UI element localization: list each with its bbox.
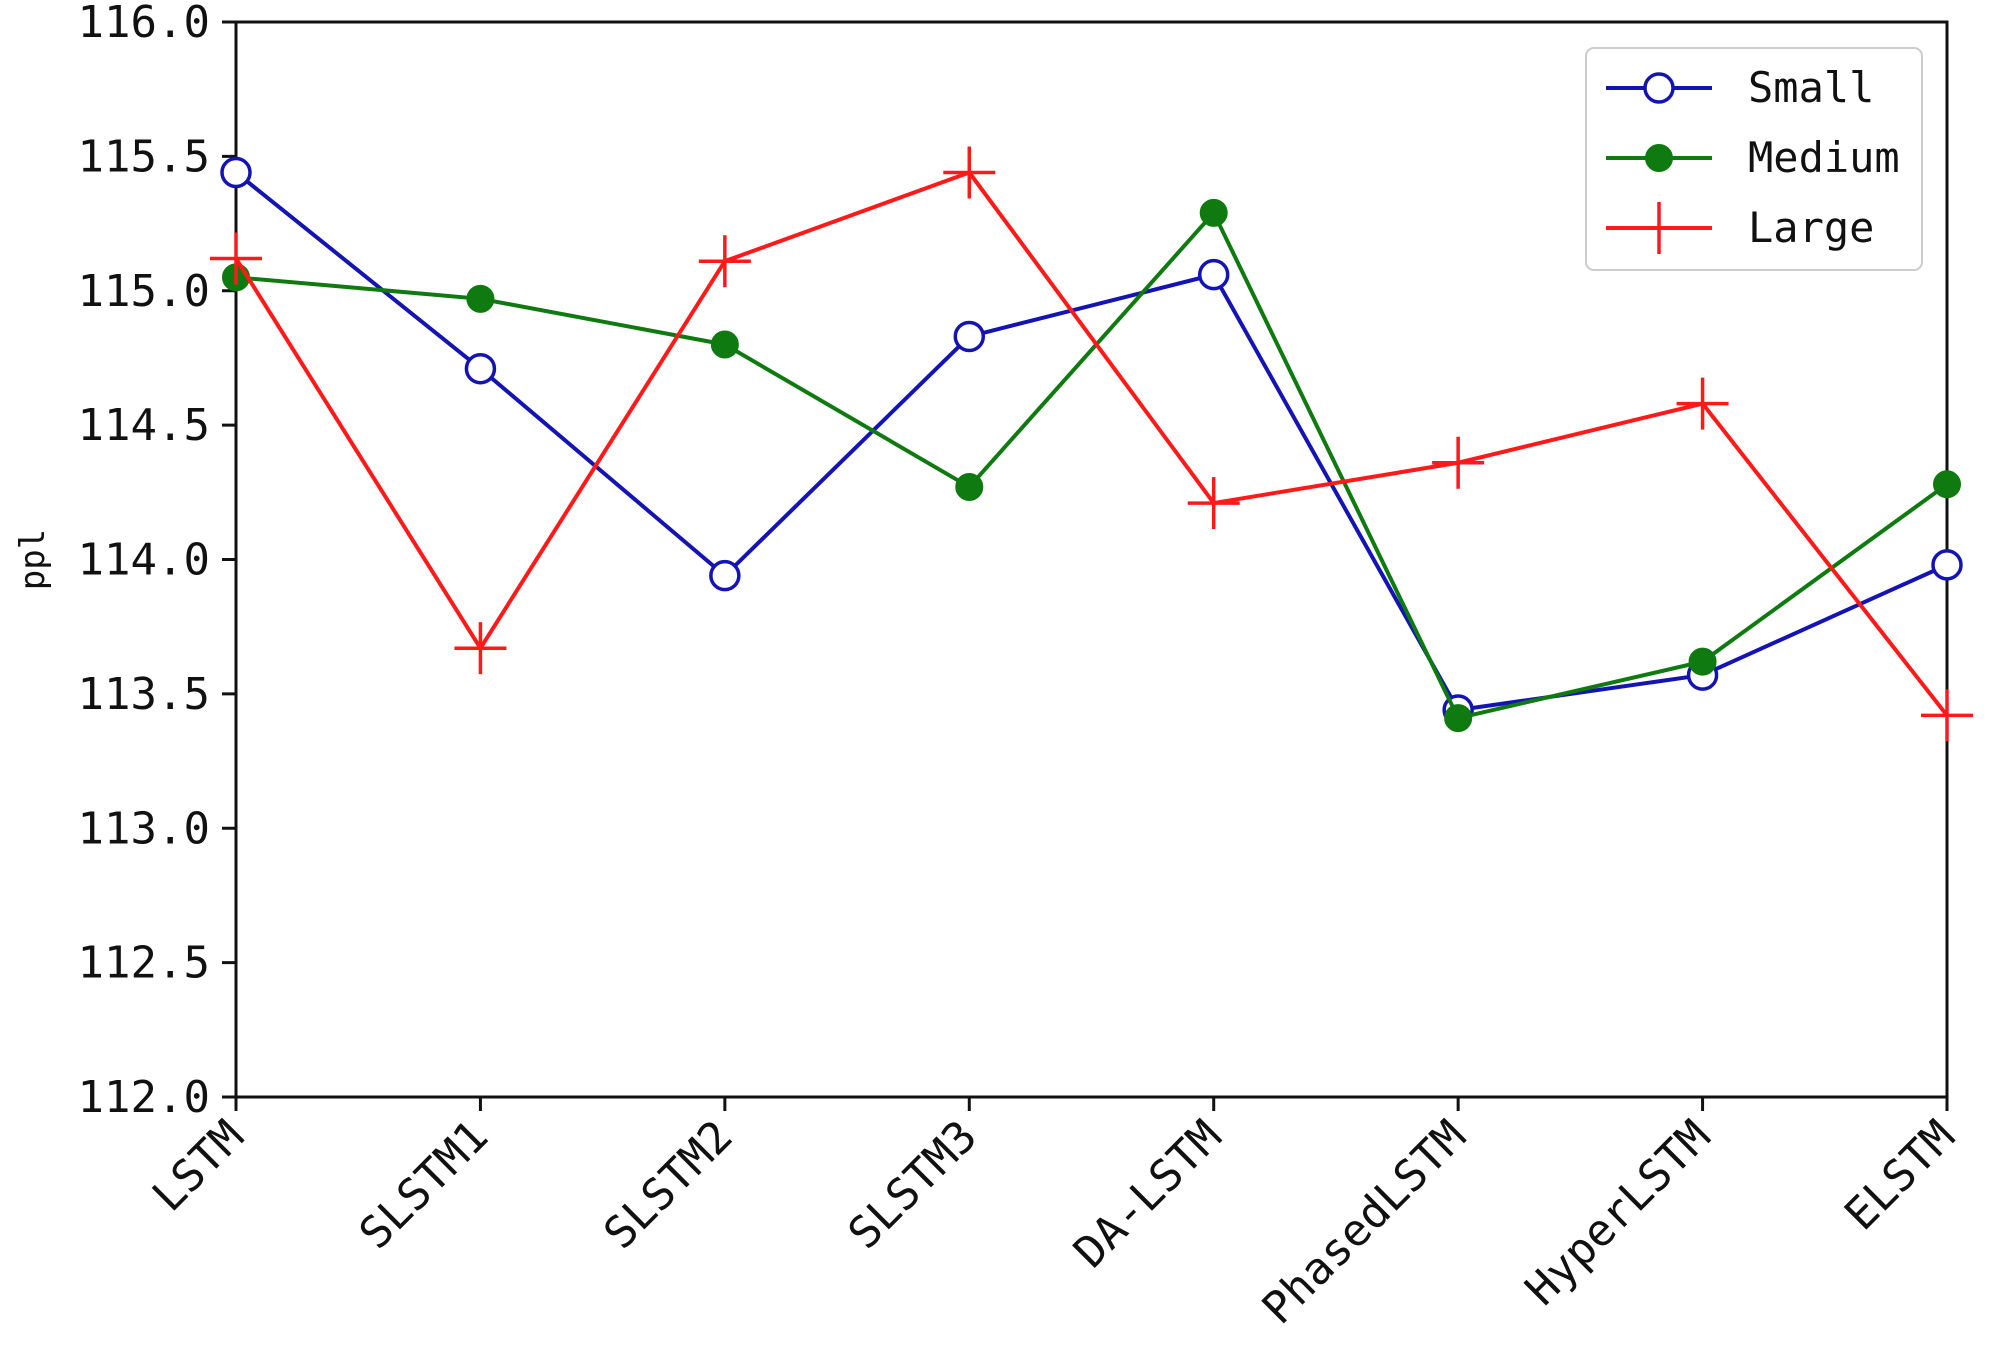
data-point-small (220, 156, 252, 189)
y-axis-label: ppl (13, 529, 53, 590)
legend-label-large: Large (1748, 203, 1874, 252)
legend: Small Medium Large (1585, 47, 1923, 271)
data-point-medium (1444, 704, 1473, 733)
x-tick-label: PhasedLSTM (1253, 1111, 1476, 1334)
series-layer (210, 146, 1973, 742)
x-tick-label: LSTM (143, 1111, 254, 1222)
data-point-medium (1688, 647, 1717, 676)
legend-entry-medium: Medium (1606, 133, 1900, 182)
data-point-medium (466, 284, 495, 313)
y-tick-label: 113.0 (78, 803, 210, 854)
data-point-small (953, 320, 986, 353)
series-line-medium (235, 210, 1949, 721)
series-line-small (234, 170, 1948, 712)
x-tick-label: HyperLSTM (1516, 1111, 1721, 1316)
y-tick-label: 113.5 (78, 669, 210, 720)
x-tick-label: DA-LSTM (1064, 1111, 1231, 1278)
legend-label-medium: Medium (1748, 133, 1900, 182)
data-point-large (1921, 689, 1973, 742)
y-tick-label: 116.0 (78, 0, 210, 48)
y-tick-label: 112.5 (78, 938, 210, 989)
data-point-small (464, 352, 497, 385)
data-point-small (1931, 549, 1963, 581)
data-point-large (454, 622, 507, 675)
data-point-large (1187, 477, 1240, 530)
series-line-large (234, 170, 1949, 717)
data-point-medium (1933, 470, 1961, 499)
y-tick-label: 112.0 (78, 1072, 210, 1123)
data-point-medium (955, 472, 984, 501)
data-point-large (943, 146, 996, 199)
legend-swatch-marker (1633, 202, 1685, 254)
x-tick-label: SLSTM2 (594, 1111, 742, 1259)
y-tick-label: 114.5 (78, 400, 210, 451)
x-tick-label: SLSTM3 (839, 1111, 987, 1259)
data-point-large (1432, 436, 1485, 489)
legend-label-small: Small (1748, 63, 1874, 112)
data-point-large (1676, 377, 1729, 430)
data-point-large (210, 232, 262, 285)
series-medium (222, 198, 1961, 733)
y-tick-label: 115.0 (78, 266, 210, 317)
data-point-medium (1199, 198, 1228, 227)
data-point-large (698, 235, 751, 288)
y-tick-label: 115.5 (78, 131, 210, 182)
data-point-small (1197, 258, 1230, 291)
legend-entry-small: Small (1606, 63, 1874, 112)
legend-swatch-marker (1643, 72, 1675, 104)
data-point-small (709, 559, 741, 592)
x-tick-label: SLSTM1 (350, 1111, 498, 1259)
legend-swatch-marker (1645, 144, 1673, 172)
data-point-medium (710, 330, 739, 359)
legend-entry-large: Large (1606, 202, 1874, 254)
x-tick-label: ELSTM (1835, 1111, 1965, 1241)
series-large (210, 146, 1973, 742)
y-tick-label: 114.0 (78, 535, 210, 586)
legend-box (1585, 47, 1923, 271)
